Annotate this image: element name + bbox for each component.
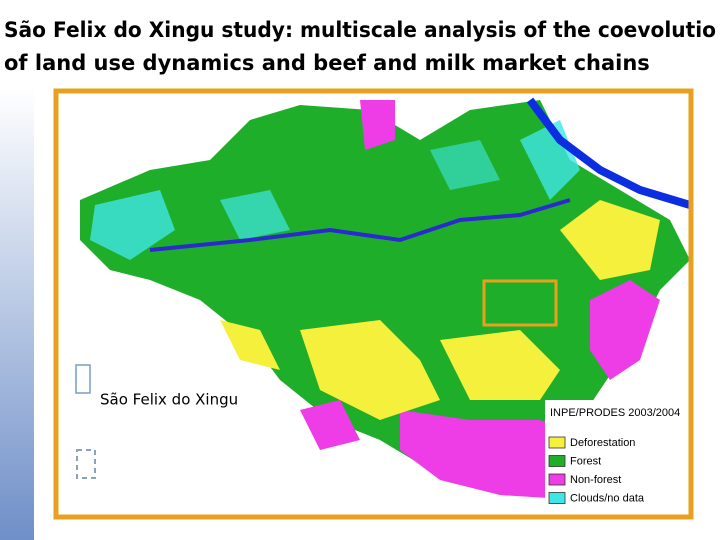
nonforest-area — [400, 410, 590, 500]
legend-swatch — [548, 436, 566, 449]
river — [526, 97, 689, 209]
legend-label: Non-forest — [570, 474, 621, 486]
river — [149, 198, 571, 252]
legend-label: Deforestation — [570, 437, 635, 449]
deforest-area — [440, 330, 560, 400]
deforest-area — [220, 320, 280, 370]
cloud-area — [430, 140, 500, 190]
nonforest-area — [360, 100, 395, 150]
legend-swatch — [548, 455, 566, 467]
bullet — [75, 364, 91, 394]
legend-swatch — [548, 492, 566, 504]
title-line: of land use dynamics and beef and milk m… — [4, 51, 650, 75]
nonforest-area — [590, 280, 660, 380]
cloud-area — [90, 190, 175, 260]
deforest-area — [560, 200, 660, 280]
legend-label: Clouds/no data — [570, 492, 645, 504]
map-source: INPE/PRODES 2003/2004 — [550, 407, 680, 419]
placeholder-icon — [76, 449, 96, 479]
deforest-area — [300, 320, 440, 420]
map — [58, 93, 689, 515]
title-line: São Felix do Xingu study: multiscale ana… — [4, 18, 716, 42]
map-frame — [53, 88, 694, 520]
legend-label: Forest — [570, 455, 601, 467]
side-bar — [0, 88, 34, 540]
cloud-area — [220, 190, 290, 240]
study-area-box — [482, 279, 558, 327]
caption: São Felix do Xingu — [100, 391, 238, 409]
legend: Deforestation Forest Non-forest Clouds/no d… — [548, 436, 645, 504]
legend-panel — [545, 400, 688, 512]
legend-swatch — [548, 473, 566, 486]
nonforest-area — [300, 400, 360, 450]
